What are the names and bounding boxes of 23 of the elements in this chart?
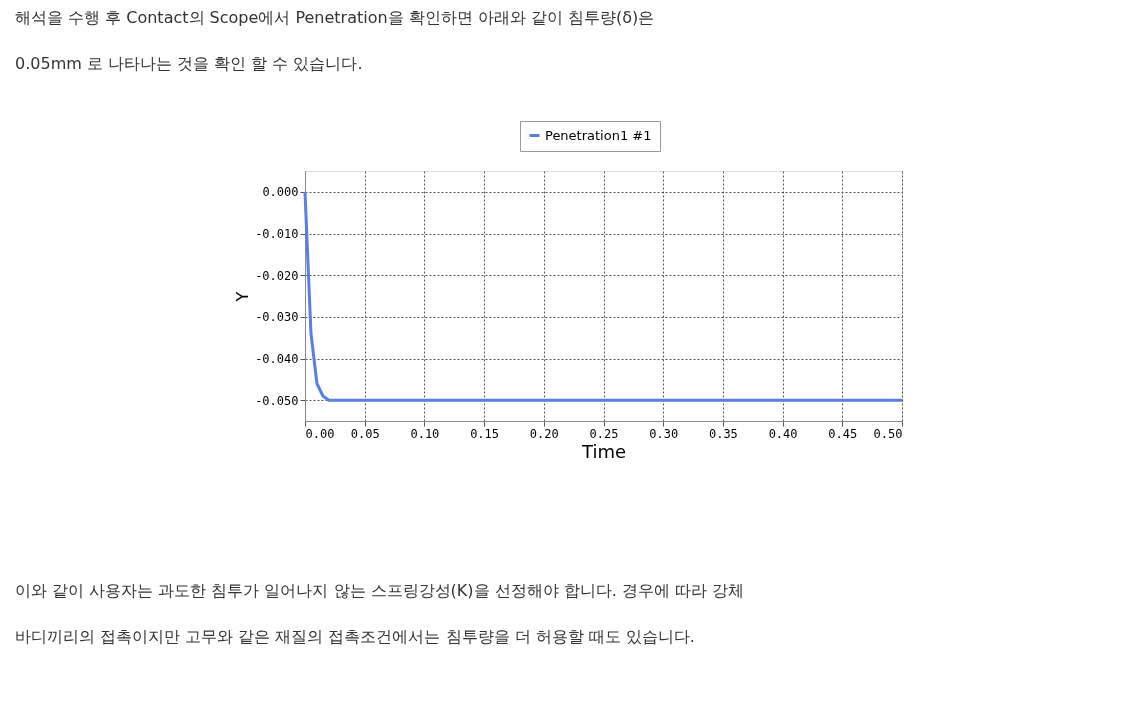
text: 해석을 수행 후 Contact의 Scope에서 Penetration을 확인하면 아래와 같이 침투량(δ)은 0.05mm 로 나타나는 것을 확인 할 수 있습니다. [15, 8, 655, 73]
y-tick-label: -0.020 [255, 268, 299, 283]
x-tick-label: 0.30 [649, 426, 679, 441]
x-tick-label: 0.10 [410, 426, 440, 441]
y-tick-label: -0.030 [255, 310, 299, 325]
x-tick-label: 0.35 [708, 426, 738, 441]
x-tick-label: 0.45 [828, 426, 858, 441]
y-tick-label: -0.050 [255, 393, 299, 408]
x-tick-label: 0.15 [470, 426, 500, 441]
text: 이와 같이 사용자는 과도한 침투가 일어나지 않는 스프링강성(K)을 선정해야 합니다. 경우에 따라 강체 바디끼리의 접촉이지만 고무와 같은 재질의 접촉조건에서는 침투량을 더 허용할 때도 있습니다. [15, 581, 745, 646]
x-tick-label: 0.00 [305, 426, 335, 441]
x-tick-label: 0.40 [768, 426, 798, 441]
x-tick-label: 0.05 [350, 426, 380, 441]
x-tick-label: 0.20 [529, 426, 559, 441]
x-axis-title: Time [580, 440, 627, 462]
y-tick-label: -0.040 [255, 352, 299, 366]
y-tick-label: 0.000 [262, 185, 299, 200]
y-tick-label: -0.010 [255, 227, 299, 241]
x-tick-label: 0.25 [589, 426, 619, 441]
legend-label: Penetration1 #1 [545, 127, 652, 143]
line-series [303, 190, 904, 402]
x-tick-label: 0.50 [873, 426, 903, 441]
y-axis-title: Y [233, 291, 253, 303]
